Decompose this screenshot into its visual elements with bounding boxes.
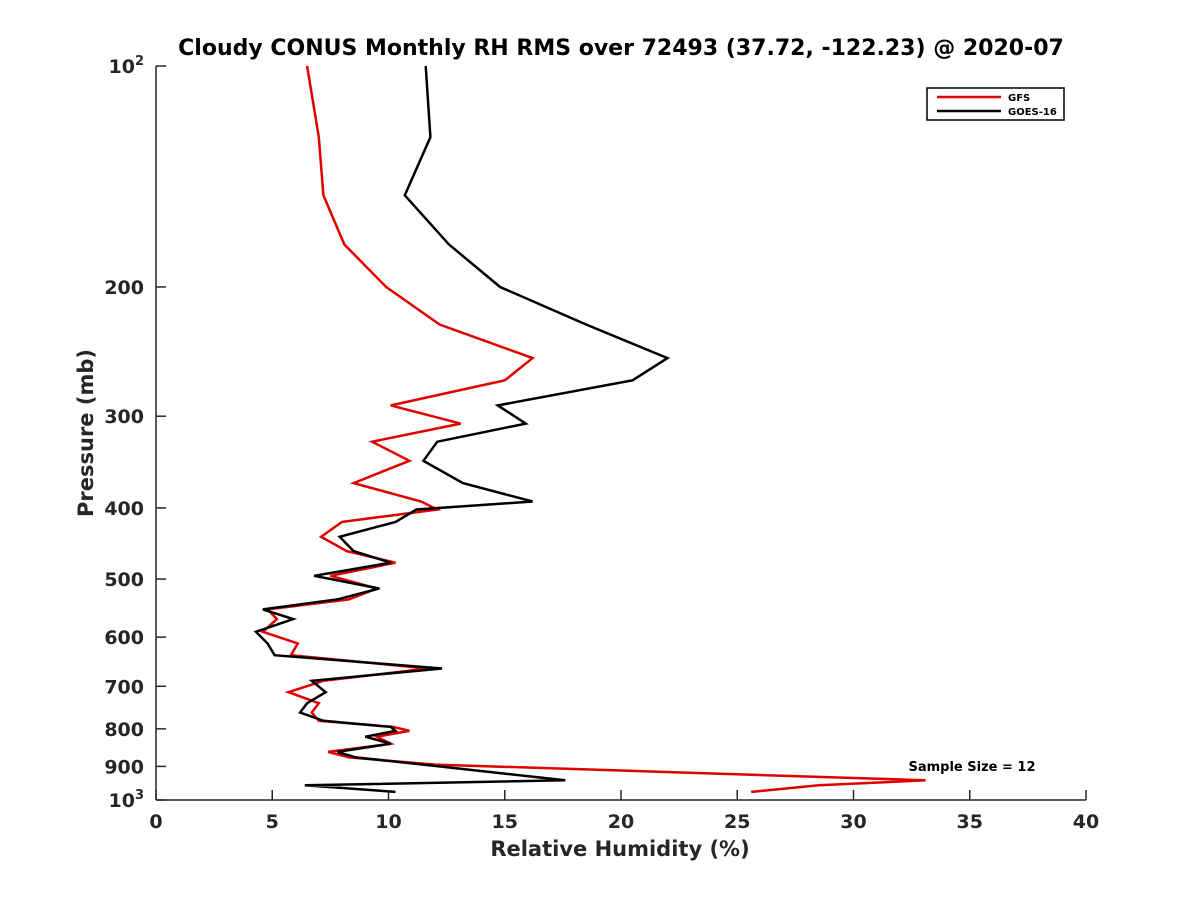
y-tick-label-3: 400 [104,498,144,520]
y-tick-label-6: 700 [104,676,144,698]
y-tick-label-1: 200 [104,277,144,299]
legend-label-0: GFS [1008,93,1030,104]
y-tick-label-8: 900 [104,756,144,778]
x-tick-label-2: 10 [375,811,401,833]
x-tick-label-0: 0 [149,811,162,833]
legend-box [926,87,1065,121]
x-tick-label-4: 20 [608,811,634,833]
y-tick-label-2: 300 [104,406,144,428]
y-tick-label-5: 600 [104,627,144,649]
y-tick-label-7: 800 [104,719,144,741]
legend-label-1: GOES-16 [1008,107,1057,118]
x-tick-label-5: 25 [724,811,750,833]
axes: 0 5 10 15 20 25 30 35 40102200300400500600700800… [104,54,1099,833]
series-line-0 [260,65,926,794]
x-tick-label-7: 35 [957,811,983,833]
x-tick-label-6: 30 [840,811,866,833]
chart-title: Cloudy CONUS Monthly RH RMS over 72493 (… [178,36,1064,61]
legend: GFS GOES-16 [926,87,1065,121]
plot-area [253,65,926,794]
y-tick-label-4: 500 [104,569,144,591]
x-tick-label-8: 40 [1073,811,1099,833]
x-axis-label: Relative Humidity (%) [490,837,749,861]
x-tick-label-1: 5 [266,811,279,833]
series-line-1 [253,65,671,794]
x-tick-label-3: 15 [492,811,518,833]
y-axis-label: Pressure (mb) [74,349,98,517]
sample-size-annotation: Sample Size = 12 [908,760,1035,775]
